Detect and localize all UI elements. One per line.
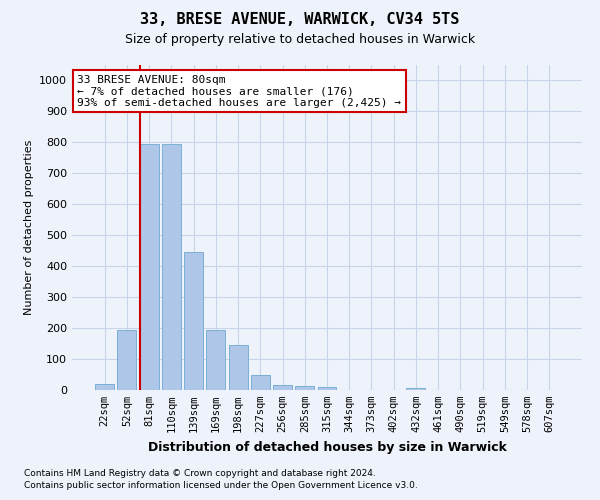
Bar (184, 252, 203, 390)
Text: Contains public sector information licensed under the Open Government Licence v3: Contains public sector information licen… (24, 481, 418, 490)
Bar (140, 144, 158, 390)
Bar (406, 388, 425, 390)
Text: 33 BRESE AVENUE: 80sqm
← 7% of detached houses are smaller (176)
93% of semi-det: 33 BRESE AVENUE: 80sqm ← 7% of detached … (77, 74, 401, 108)
Bar (206, 330, 225, 390)
Bar (273, 386, 292, 390)
Y-axis label: Number of detached properties: Number of detached properties (23, 140, 34, 315)
Text: Contains HM Land Registry data © Crown copyright and database right 2024.: Contains HM Land Registry data © Crown c… (24, 468, 376, 477)
Text: Size of property relative to detached houses in Warwick: Size of property relative to detached ho… (125, 32, 475, 46)
Bar (118, 330, 136, 390)
Bar (295, 386, 314, 390)
Bar (95, 384, 114, 390)
Bar (162, 144, 181, 390)
Bar (251, 374, 270, 390)
Bar (317, 387, 337, 390)
X-axis label: Distribution of detached houses by size in Warwick: Distribution of detached houses by size … (148, 440, 506, 454)
Bar (229, 345, 248, 390)
Text: 33, BRESE AVENUE, WARWICK, CV34 5TS: 33, BRESE AVENUE, WARWICK, CV34 5TS (140, 12, 460, 28)
